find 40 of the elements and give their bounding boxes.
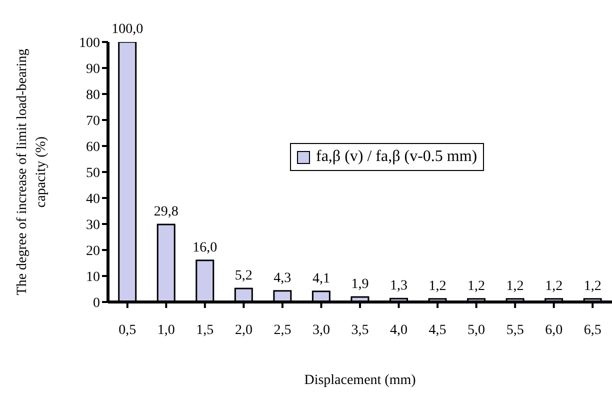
y-tick-label: 0 — [93, 296, 100, 311]
y-tick-label: 40 — [86, 192, 100, 207]
y-tick-label: 30 — [86, 218, 100, 233]
x-tick-label: 1,5 — [196, 322, 214, 338]
y-tick-label: 90 — [86, 62, 100, 77]
y-tick-label: 70 — [86, 114, 100, 129]
data-label: 1,2 — [545, 278, 563, 294]
y-tick-label: 80 — [86, 88, 100, 103]
data-label: 4,3 — [274, 270, 292, 286]
data-label: 16,0 — [192, 240, 218, 256]
x-tick-label: 4,0 — [390, 322, 408, 338]
y-tick-label: 10 — [86, 270, 100, 285]
x-tick-label: 5,5 — [506, 322, 524, 338]
data-label: 4,1 — [312, 271, 330, 286]
y-tick-label: 60 — [86, 140, 100, 155]
data-label: 1,2 — [506, 278, 524, 294]
legend-label: fa,β (v) / fa,β (v-0.5 mm) — [316, 148, 478, 166]
data-label: 1,9 — [351, 277, 369, 292]
y-tick-label: 100 — [79, 36, 100, 51]
x-tick-label: 0,5 — [118, 322, 136, 338]
x-tick-label: 3,5 — [351, 322, 369, 338]
x-tick-label: 1,0 — [157, 322, 175, 338]
data-label: 1,2 — [468, 278, 486, 294]
x-tick-label: 6,0 — [545, 322, 563, 338]
data-label: 5,2 — [234, 268, 252, 284]
x-axis-title: Displacement (mm) — [304, 373, 416, 388]
y-tick-label: 50 — [86, 166, 100, 181]
data-label: 1,3 — [390, 278, 408, 294]
x-tick-label: 2,0 — [234, 322, 252, 338]
x-tick-label: 3,0 — [312, 322, 330, 338]
data-label: 100,0 — [112, 22, 144, 37]
data-label: 1,2 — [428, 278, 446, 294]
x-tick-label: 6,5 — [584, 322, 602, 338]
y-tick-label: 20 — [86, 244, 100, 259]
x-tick-label: 4,5 — [428, 322, 446, 338]
y-axis-title: The degree of increase of limit load-bearing capacity (%) — [15, 48, 49, 296]
data-label: 29,8 — [154, 204, 178, 220]
data-label: 1,2 — [584, 278, 602, 294]
x-tick-label: 2,5 — [274, 322, 292, 338]
x-tick-label: 5,0 — [468, 322, 486, 338]
